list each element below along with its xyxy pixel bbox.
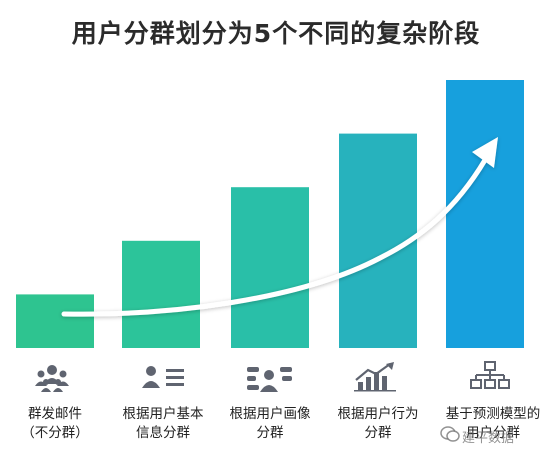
trend-arrow: [61, 137, 498, 317]
category-label: 根据用户基本 信息分群: [113, 405, 213, 443]
category-label-line1: 基于预测模型的: [445, 406, 541, 422]
category-label-line2: 分群: [364, 425, 392, 441]
watermark: 建平数据: [462, 431, 515, 446]
bar: [446, 80, 524, 348]
trend-arrow-head: [472, 137, 498, 168]
group-people-icon: [34, 362, 70, 392]
user-profile-card-icon: [142, 364, 186, 390]
bar: [231, 187, 309, 348]
bar: [16, 294, 94, 348]
category-label-line2: 分群: [256, 425, 284, 441]
category-label-line2: （不分群）: [21, 425, 89, 441]
category-label-line1: 群发邮件: [28, 406, 82, 422]
page-title: 用户分群划分为5个不同的复杂阶段: [71, 19, 481, 48]
user-tags-icon: [245, 365, 293, 393]
wechat-icon: [440, 425, 460, 447]
category-label: 根据用户画像 分群: [220, 405, 320, 443]
category-label-line2: 用户分群: [466, 425, 520, 441]
category-label: 群发邮件 （不分群）: [5, 405, 105, 443]
hierarchy-tree-icon: [470, 361, 510, 391]
trend-arrow-line: [61, 157, 488, 317]
bar: [122, 240, 200, 348]
bars-group: [16, 80, 524, 348]
category-label: 根据用户行为 分群: [328, 405, 428, 443]
growth-chart-icon: [354, 362, 398, 392]
category-label: 基于预测模型的 用户分群: [437, 405, 549, 443]
category-label-line1: 根据用户行为: [337, 406, 419, 422]
category-label-line1: 根据用户基本: [122, 406, 204, 422]
category-label-line1: 根据用户画像: [229, 406, 311, 422]
bar: [339, 133, 417, 348]
category-label-line2: 信息分群: [136, 425, 190, 441]
